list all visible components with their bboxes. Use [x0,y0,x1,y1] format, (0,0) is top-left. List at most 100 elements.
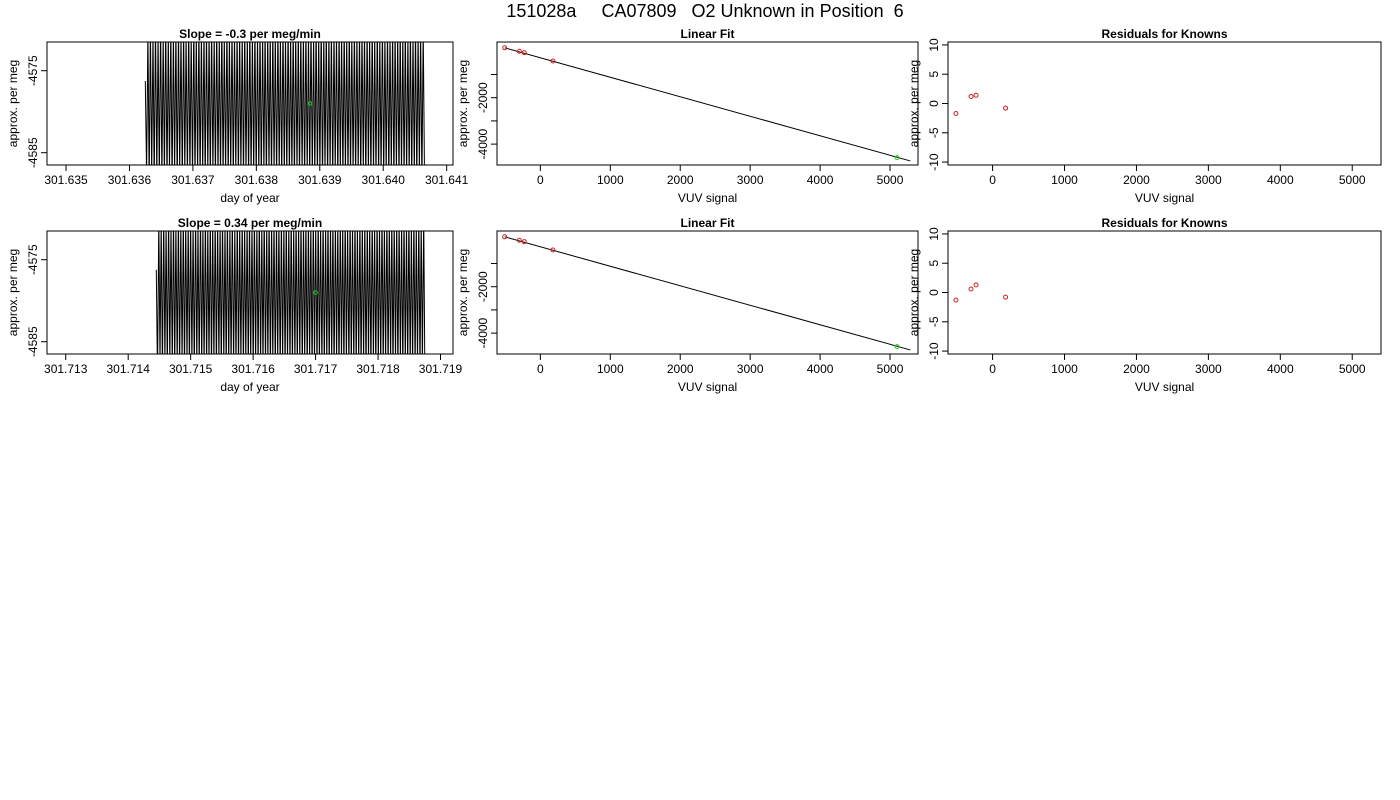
residual-point [953,297,959,303]
y-axis-label: approx. per meg [6,249,20,336]
known-point [502,45,508,51]
unknown-point [313,290,318,295]
residual-point [973,282,979,288]
residual-point [953,110,959,116]
chart-title: Linear Fit [680,216,734,230]
y-tick-label: 10 [927,227,941,241]
x-tick-label: 301.714 [107,362,151,376]
x-tick-label: 301.637 [171,173,215,187]
y-tick-label: 0 [927,289,941,296]
plot-area [144,42,425,165]
plot-area [155,231,426,354]
y-axis-label: approx. per meg [456,60,470,147]
residuals-plot-2: Residuals for Knowns 0 1000 2000 3000 4000 500… [907,216,1382,394]
x-tick-label: 301.719 [419,362,463,376]
x-tick-label: 301.713 [44,362,88,376]
x-tick-label: 4000 [1267,362,1294,376]
x-axis-label: VUV signal [678,380,737,394]
residual-point [968,286,974,292]
x-axis-label: day of year [220,380,279,394]
plot-area [502,45,911,162]
x-tick-label: 5000 [1339,173,1366,187]
x-tick-label: 301.715 [169,362,213,376]
linear-fit-plot-1: Linear Fit 0 1000 2000 3000 4000 5000 VUV signa… [456,27,919,205]
chart-title: Residuals for Knowns [1101,216,1227,230]
plot-frame [947,230,1382,355]
y-tick-label: -4000 [476,317,490,348]
residuals-plot-1: Residuals for Knowns 0 1000 2000 3000 4000 500… [907,27,1382,205]
x-tick-label: 0 [537,173,544,187]
plot-frame [46,41,454,166]
x-tick-label: 2000 [667,173,694,187]
y-axis-label: approx. per meg [907,60,921,147]
x-tick-label: 5000 [877,362,904,376]
y-tick-label: -4585 [26,326,40,357]
x-tick-label: 0 [537,362,544,376]
x-axis-label: day of year [220,191,279,205]
y-tick-label: 5 [927,71,941,78]
y-tick-label: -10 [927,153,941,171]
known-point [521,239,527,245]
plot-area [953,282,1009,303]
chart-title: Slope = 0.34 per meg/min [178,216,322,230]
x-axis-label: VUV signal [678,191,737,205]
x-tick-label: 301.635 [44,173,88,187]
chart-title: Residuals for Knowns [1101,27,1227,41]
y-tick-label: 10 [927,38,941,52]
x-axis-label: VUV signal [1135,191,1194,205]
timeseries-plot-1: Slope = -0.3 per meg/min 301.635 301.636 30… [6,27,469,205]
x-tick-label: 1000 [597,362,624,376]
x-tick-label: 4000 [807,362,834,376]
x-tick-label: 301.638 [235,173,279,187]
x-tick-label: 1000 [1051,362,1078,376]
y-tick-label: -2000 [476,271,490,302]
known-point [516,48,522,54]
y-tick-label: -5 [927,127,941,138]
x-tick-label: 301.716 [231,362,275,376]
plot-area [502,234,911,351]
x-tick-label: 4000 [807,173,834,187]
x-tick-label: 5000 [877,173,904,187]
x-tick-label: 1000 [1051,173,1078,187]
x-tick-label: 301.641 [425,173,469,187]
y-tick-label: 5 [927,260,941,267]
y-tick-label: -2000 [476,82,490,113]
plot-frame [947,41,1382,166]
residual-point [968,93,974,99]
x-tick-label: 2000 [1123,362,1150,376]
page-title: 151028a CA07809 O2 Unknown in Position 6 [506,1,904,21]
unknown-point [307,101,313,106]
x-tick-label: 3000 [737,362,764,376]
known-point [550,58,556,64]
x-tick-label: 301.640 [362,173,406,187]
x-tick-label: 3000 [737,173,764,187]
residual-point [1003,294,1009,300]
x-tick-label: 301.717 [294,362,338,376]
x-tick-label: 2000 [1123,173,1150,187]
known-point [550,247,556,253]
x-tick-label: 5000 [1339,362,1366,376]
x-tick-label: 301.718 [356,362,400,376]
plot-frame [496,230,919,355]
x-axis-label: VUV signal [1135,380,1194,394]
x-tick-label: 0 [989,173,996,187]
x-tick-label: 1000 [597,173,624,187]
unknown-point [894,344,900,350]
y-axis-label: approx. per meg [456,249,470,336]
chart-title: Slope = -0.3 per meg/min [179,27,321,41]
x-tick-label: 0 [989,362,996,376]
unknown-point [894,155,900,161]
y-tick-label: -4575 [26,55,40,86]
plot-frame [46,230,454,355]
chart-title: Linear Fit [680,27,734,41]
known-point [521,50,527,56]
plot-area [953,92,1009,116]
y-tick-label: -4000 [476,128,490,159]
x-tick-label: 2000 [667,362,694,376]
known-point [502,234,508,240]
y-tick-label: -10 [927,342,941,360]
x-tick-label: 4000 [1267,173,1294,187]
series-line [155,231,426,354]
fit-line [504,236,911,351]
linear-fit-plot-2: Linear Fit 0 1000 2000 3000 4000 5000 VUV signa… [456,216,919,394]
